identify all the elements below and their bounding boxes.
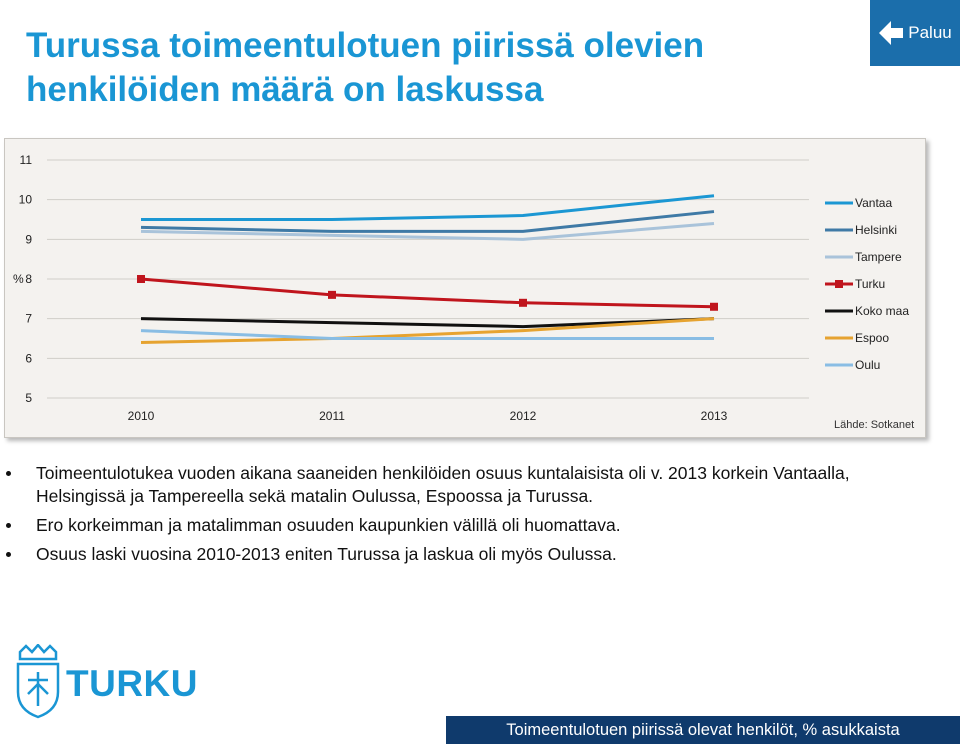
series-turku bbox=[137, 275, 718, 311]
series-line bbox=[140, 210, 715, 233]
series-espoo bbox=[140, 317, 715, 344]
y-axis-label: % bbox=[13, 272, 24, 286]
legend-label: Helsinki bbox=[855, 223, 897, 237]
series-lines bbox=[137, 194, 718, 344]
turku-coat-of-arms-icon bbox=[16, 644, 60, 719]
series-oulu bbox=[140, 329, 714, 340]
y-tick-label: 9 bbox=[25, 232, 32, 246]
bullet-list: Toimeentulotukea vuoden aikana saaneiden… bbox=[0, 462, 900, 572]
series-helsinki bbox=[140, 210, 715, 233]
x-tick-label: 2011 bbox=[319, 409, 345, 423]
legend-label: Turku bbox=[855, 277, 885, 291]
legend-label: Oulu bbox=[855, 358, 880, 372]
bullet-item: Ero korkeimman ja matalimman osuuden kau… bbox=[0, 514, 900, 537]
data-point bbox=[710, 302, 718, 311]
legend: Vantaa Helsinki Tampere Turku Koko maa Espoo O… bbox=[825, 196, 909, 372]
logo-text: TURKU bbox=[66, 663, 198, 704]
legend-label: Vantaa bbox=[855, 196, 892, 210]
x-tick-label: 2010 bbox=[128, 409, 155, 423]
legend-item: Oulu bbox=[825, 358, 880, 372]
back-button[interactable]: Paluu bbox=[870, 0, 960, 66]
series-line bbox=[140, 277, 715, 309]
y-tick-label: 5 bbox=[25, 391, 32, 405]
x-tick-label: 2012 bbox=[510, 409, 537, 423]
page-title: Turussa toimeentulotuen piirissä olevien… bbox=[26, 24, 806, 112]
y-tick-labels: 5 6 7 8 9 10 11 bbox=[19, 153, 33, 405]
series-line bbox=[140, 329, 714, 340]
series-line bbox=[140, 317, 715, 344]
series-line bbox=[141, 194, 715, 221]
grid-lines bbox=[47, 159, 809, 399]
line-chart: % 5 6 7 8 9 10 11 2010 2011 2012 2013 Vantaa Helsi… bbox=[13, 153, 914, 431]
arrow-left-icon bbox=[879, 21, 904, 45]
x-tick-labels: 2010 2011 2012 2013 bbox=[128, 409, 728, 423]
y-tick-label: 6 bbox=[25, 351, 32, 365]
y-tick-label: 8 bbox=[25, 272, 32, 286]
data-point bbox=[137, 275, 145, 283]
data-point bbox=[519, 298, 527, 307]
legend-item: Espoo bbox=[825, 331, 889, 345]
series-line bbox=[140, 221, 715, 241]
legend-item: Turku bbox=[825, 277, 885, 291]
legend-item: Vantaa bbox=[825, 196, 892, 210]
legend-item: Tampere bbox=[825, 250, 902, 264]
legend-label: Espoo bbox=[855, 331, 889, 345]
chart-source: Lähde: Sotkanet bbox=[834, 419, 914, 431]
legend-marker bbox=[835, 280, 843, 288]
legend-item: Helsinki bbox=[825, 223, 897, 237]
bullet-item: Osuus laski vuosina 2010-2013 eniten Tur… bbox=[0, 543, 900, 566]
y-tick-label: 10 bbox=[19, 193, 33, 207]
series-tampere bbox=[140, 221, 715, 241]
legend-label: Koko maa bbox=[855, 304, 909, 318]
legend-item: Koko maa bbox=[825, 304, 909, 318]
x-tick-label: 2013 bbox=[701, 409, 728, 423]
series-vantaa bbox=[141, 194, 715, 221]
bullet-item: Toimeentulotukea vuoden aikana saaneiden… bbox=[0, 462, 900, 508]
back-button-label: Paluu bbox=[908, 23, 952, 42]
series-line bbox=[140, 317, 715, 329]
chart-panel: % 5 6 7 8 9 10 11 2010 2011 2012 2013 Vantaa Helsi… bbox=[4, 138, 926, 438]
y-tick-label: 7 bbox=[25, 312, 32, 326]
legend-label: Tampere bbox=[855, 250, 902, 264]
y-tick-label: 11 bbox=[20, 153, 33, 167]
page-title-line-1: Turussa toimeentulotuen piirissä olevien bbox=[26, 26, 705, 65]
series-koko-maa bbox=[140, 317, 715, 329]
data-point bbox=[328, 290, 336, 299]
page-title-line-2: henkilöiden määrä on laskussa bbox=[26, 70, 544, 109]
footer-caption: Toimeentulotuen piirissä olevat henkilöt… bbox=[446, 716, 960, 744]
